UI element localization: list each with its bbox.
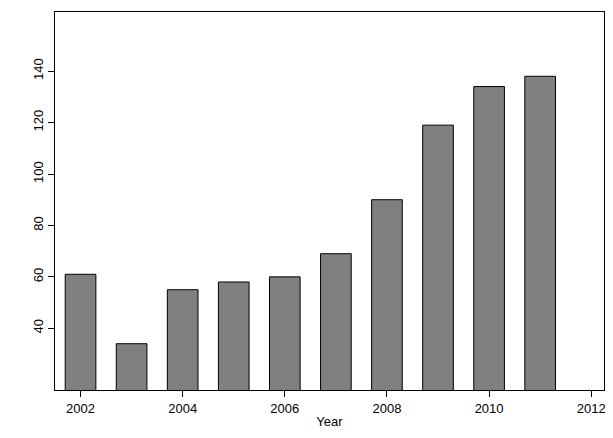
svg-text:40: 40 <box>31 319 46 333</box>
svg-text:140: 140 <box>31 58 46 80</box>
svg-text:2010: 2010 <box>475 401 504 416</box>
svg-text:120: 120 <box>31 110 46 132</box>
svg-text:2002: 2002 <box>66 401 95 416</box>
svg-text:2004: 2004 <box>168 401 197 416</box>
svg-text:2012: 2012 <box>577 401 606 416</box>
svg-text:Year: Year <box>316 414 343 429</box>
svg-text:2006: 2006 <box>270 401 299 416</box>
svg-text:100: 100 <box>31 161 46 183</box>
svg-text:80: 80 <box>31 216 46 230</box>
svg-text:60: 60 <box>31 268 46 282</box>
svg-text:2008: 2008 <box>372 401 401 416</box>
